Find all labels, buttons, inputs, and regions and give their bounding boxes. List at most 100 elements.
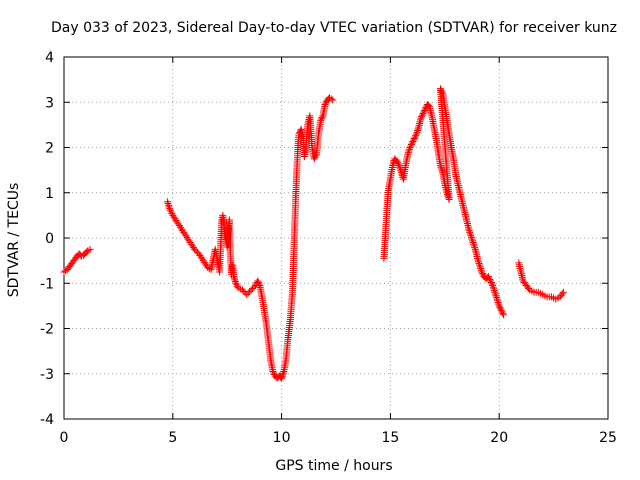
data-point <box>408 139 416 147</box>
data-point <box>405 147 413 155</box>
data-point <box>164 199 172 207</box>
data-point <box>395 162 403 170</box>
data-point <box>246 288 254 296</box>
data-point <box>436 162 444 170</box>
data-point <box>468 235 476 243</box>
data-point <box>467 232 475 240</box>
y-tick-label: 4 <box>45 50 54 66</box>
data-point <box>475 258 483 266</box>
data-point <box>491 288 499 296</box>
data-point <box>406 144 414 151</box>
data-point <box>491 290 499 298</box>
data-point <box>389 162 397 170</box>
data-point <box>166 206 174 214</box>
x-tick-label: 25 <box>599 430 617 446</box>
data-point <box>488 280 496 288</box>
axis-ticks: 0 5 10 15 20 25 -4 -3 -2 -1 0 1 2 3 4 <box>40 50 617 446</box>
y-tick-label: 3 <box>45 95 54 111</box>
data-point <box>495 300 503 308</box>
y-tick-label: -1 <box>40 276 54 292</box>
y-tick-label: -3 <box>40 367 54 383</box>
chart-title: Day 033 of 2023, Sidereal Day-to-day VTE… <box>51 20 617 36</box>
data-point <box>436 85 444 93</box>
data-point <box>497 306 505 314</box>
data-point <box>407 142 415 150</box>
data-point <box>419 110 427 118</box>
grid <box>64 57 608 419</box>
data-point <box>310 155 318 163</box>
data-point <box>394 160 402 168</box>
x-tick-label: 10 <box>273 430 291 446</box>
data-point <box>418 113 426 121</box>
data-point <box>269 367 277 375</box>
data-point <box>270 369 278 377</box>
data-point <box>420 108 428 116</box>
data-point <box>467 233 475 241</box>
x-tick-label: 20 <box>490 430 508 446</box>
data-point <box>278 374 286 382</box>
data-point <box>438 167 446 175</box>
data-point <box>470 242 478 250</box>
data-point <box>278 373 286 381</box>
data-point <box>393 157 401 165</box>
data-point <box>474 256 482 264</box>
data-point <box>475 259 483 267</box>
y-tick-label: -4 <box>40 412 54 428</box>
data-point <box>318 113 326 121</box>
data-point <box>249 285 257 293</box>
data-point <box>477 266 485 274</box>
data-point <box>465 225 473 233</box>
data-point <box>321 101 329 109</box>
data-point <box>437 86 445 94</box>
data-point <box>487 278 495 286</box>
data-point <box>165 203 173 211</box>
data-point <box>322 99 330 107</box>
data-point <box>86 245 94 253</box>
data-point <box>470 240 478 248</box>
data-point <box>490 285 498 293</box>
data-point <box>317 116 325 124</box>
data-point <box>478 268 486 276</box>
data-point <box>279 369 287 377</box>
data-point <box>167 208 175 216</box>
data-point <box>311 153 319 161</box>
data-point <box>231 276 239 284</box>
data-point <box>230 274 238 282</box>
data-point <box>409 137 417 145</box>
data-point <box>164 201 172 209</box>
data-point <box>490 287 498 295</box>
data-point <box>497 305 505 313</box>
data-point <box>465 227 473 235</box>
data-point <box>413 130 421 138</box>
data-point <box>469 239 477 247</box>
data-point <box>499 309 507 317</box>
data-point <box>279 371 287 379</box>
data-point <box>329 96 337 104</box>
data-point <box>486 277 494 285</box>
data-point <box>498 308 506 316</box>
data-point <box>477 265 485 273</box>
data-point <box>230 272 238 280</box>
data-point <box>254 278 262 286</box>
y-tick-label: 0 <box>45 231 54 247</box>
y-tick-label: 2 <box>45 141 54 157</box>
data-point <box>247 286 255 294</box>
data-point <box>484 272 492 280</box>
data-point <box>466 230 474 238</box>
data-point <box>496 303 504 311</box>
x-axis-label: GPS time / hours <box>275 458 392 474</box>
data-point <box>420 107 428 115</box>
data-point <box>469 237 477 245</box>
data-point <box>466 228 474 236</box>
data-point <box>417 114 425 122</box>
data-point <box>254 277 262 285</box>
y-axis-label: SDTVAR / TECUs <box>6 183 22 298</box>
data-point <box>495 302 503 310</box>
data-point <box>559 288 567 296</box>
data-point <box>231 278 239 286</box>
data-point <box>479 269 487 277</box>
data-point <box>418 111 426 119</box>
data-point <box>473 254 481 262</box>
data-point <box>476 263 484 271</box>
